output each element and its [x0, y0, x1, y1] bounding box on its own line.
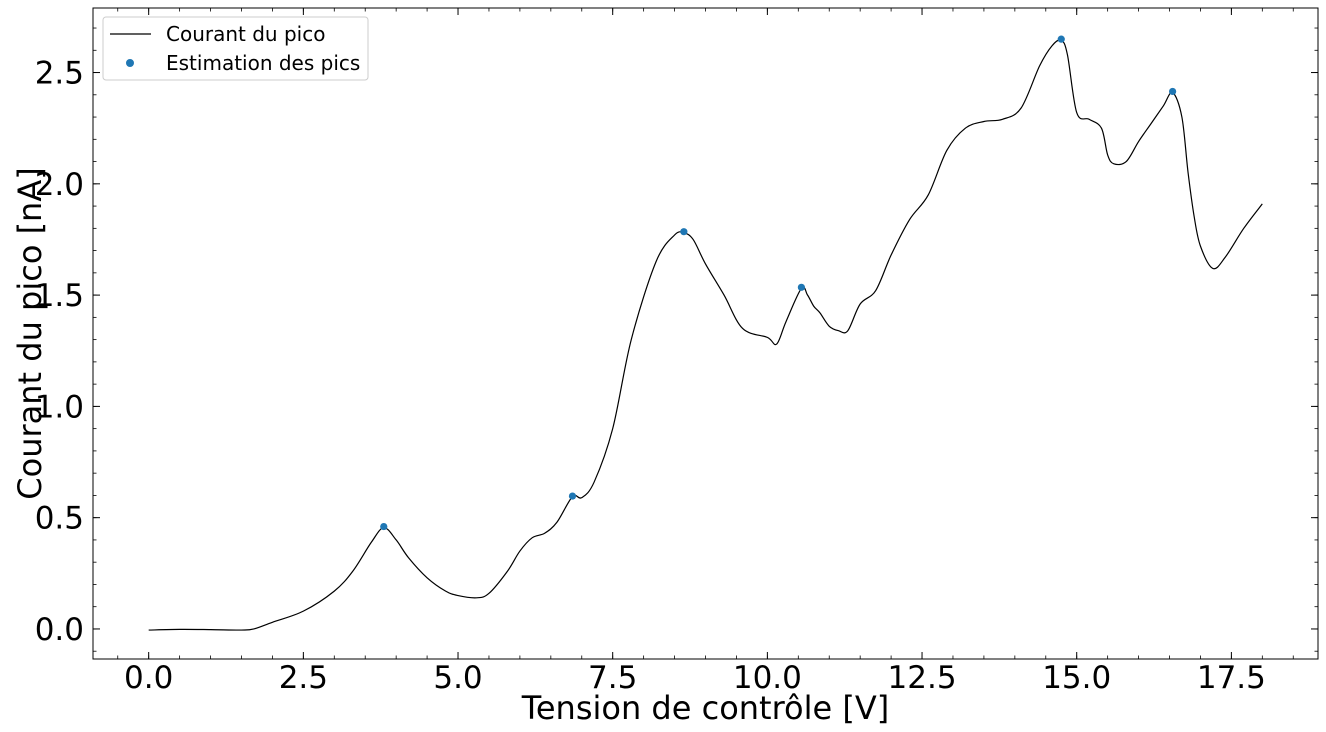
y-tick-label: 2.0 [35, 167, 84, 203]
peak-points-layer [380, 35, 1177, 531]
x-tick-label: 15.0 [1042, 660, 1111, 696]
peak-point [1169, 87, 1177, 96]
legend-label-estimation: Estimation des pics [166, 51, 360, 75]
x-tick-label: 2.5 [279, 660, 328, 696]
y-tick-label: 2.5 [35, 56, 84, 92]
peak-point [680, 228, 688, 236]
x-tick-label: 17.5 [1197, 660, 1266, 696]
curve-layer [148, 39, 1263, 631]
legend-label-courant: Courant du pico [166, 22, 325, 46]
legend: Courant du pico Estimation des pics [102, 16, 369, 81]
y-axis-label: Courant du pico [nA] [11, 167, 49, 499]
x-tick-label: 7.5 [588, 660, 637, 696]
legend-box [102, 16, 369, 81]
x-axis-label: Tension de contrôle [V] [521, 689, 889, 727]
peak-point [568, 492, 577, 500]
legend-marker-swatch [126, 59, 134, 67]
series-line-courant [148, 39, 1263, 631]
ticks-layer: 0.0 2.5 5.0 7.5 10.0 12.5 15.0 17.5 0.0 0.5 1.0 1.5… [35, 8, 1318, 696]
y-tick-label: 0.0 [35, 612, 84, 648]
peak-point [1057, 35, 1065, 43]
x-tick-label: 10.0 [733, 660, 802, 696]
x-tick-label: 5.0 [433, 660, 482, 696]
peak-point [797, 283, 805, 291]
peak-point [380, 522, 388, 531]
y-tick-label: 1.5 [35, 278, 84, 314]
y-tick-label: 0.5 [35, 501, 84, 537]
x-tick-label: 12.5 [888, 660, 957, 696]
x-tick-label: 0.0 [124, 660, 173, 696]
y-tick-label: 1.0 [35, 389, 84, 425]
